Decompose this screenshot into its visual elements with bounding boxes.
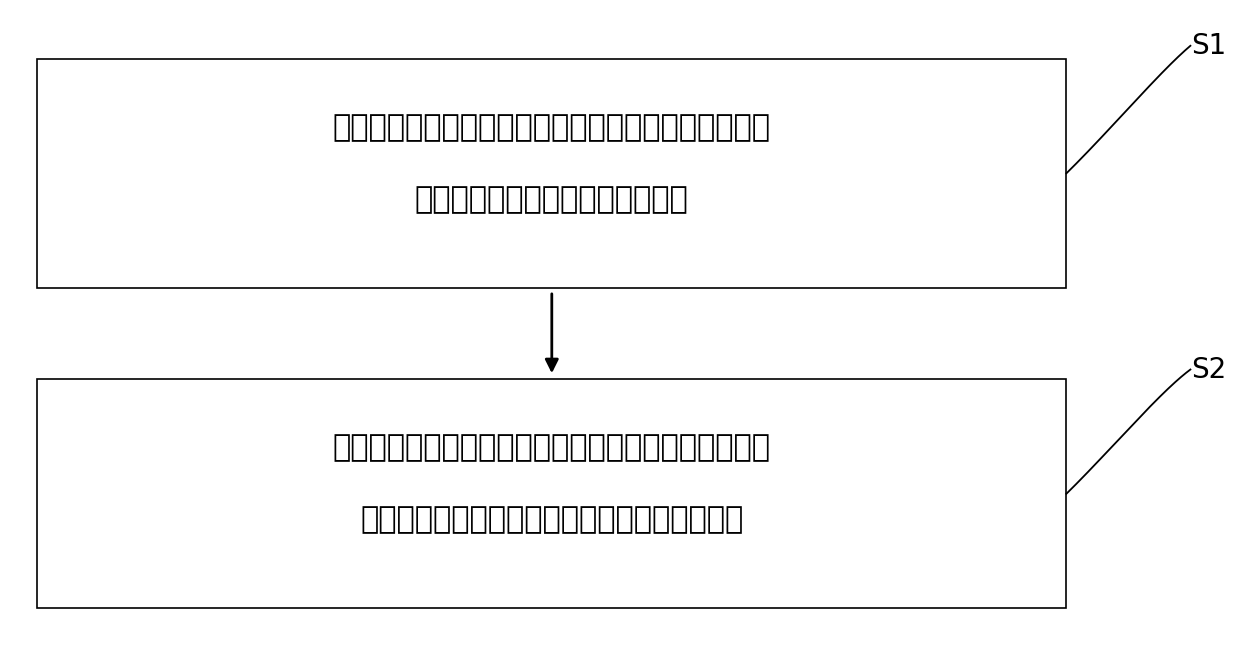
Text: S1: S1 <box>1192 32 1226 60</box>
FancyBboxPatch shape <box>37 59 1066 288</box>
Text: 采用分子束外延或金属有机物气相沉积的外延生成工具: 采用分子束外延或金属有机物气相沉积的外延生成工具 <box>332 113 771 142</box>
Text: 采用分子束外延或金属有机物气相沉积的外延生成工具: 采用分子束外延或金属有机物气相沉积的外延生成工具 <box>332 434 771 462</box>
Text: 在磷化铟衬底上生成磷化铟缓冲层: 在磷化铟衬底上生成磷化铟缓冲层 <box>415 185 688 214</box>
FancyBboxPatch shape <box>37 379 1066 608</box>
Text: 在磷化铟缓冲层上形成铟磷铋薄膜和异质结材料: 在磷化铟缓冲层上形成铟磷铋薄膜和异质结材料 <box>360 506 744 534</box>
Text: S2: S2 <box>1192 356 1226 383</box>
